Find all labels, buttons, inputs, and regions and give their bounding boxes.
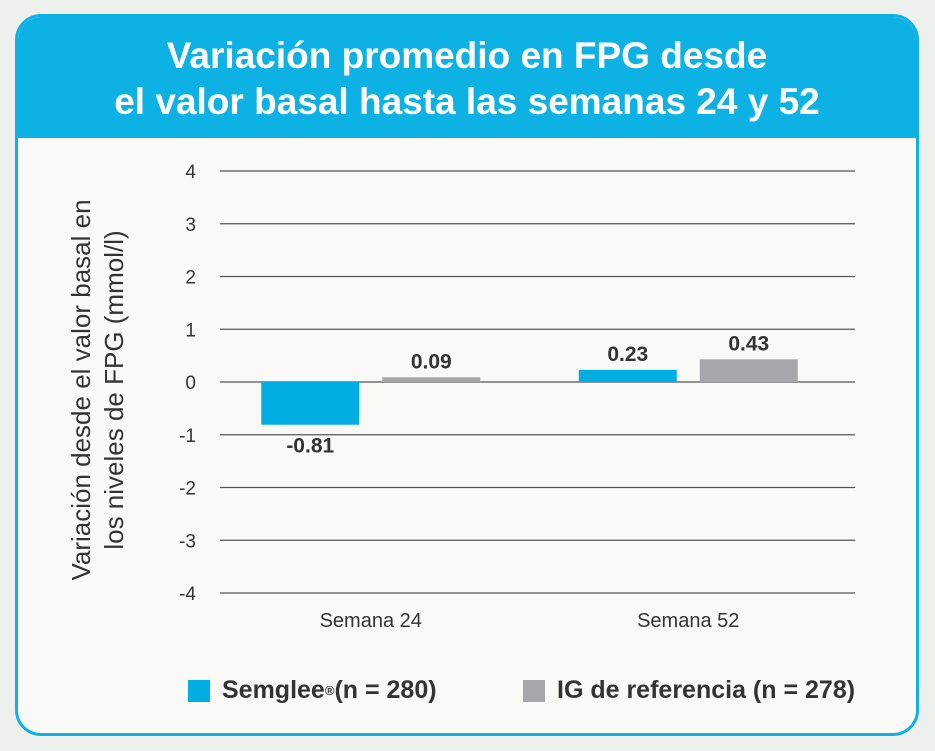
legend-swatch [523, 679, 545, 702]
y-tick-label: -2 [179, 479, 196, 500]
y-label-line: los niveles de FPG (mmol/l) [99, 230, 129, 550]
chart-title: Variación promedio en FPG desde el valor… [18, 17, 916, 138]
bar [382, 377, 481, 382]
data-label: 0.43 [728, 332, 769, 355]
bar [578, 369, 677, 382]
y-tick-label: -4 [179, 584, 196, 605]
legend-ig: IG de referencia (n = 278) [523, 676, 855, 705]
legend-swatch [188, 679, 210, 702]
legend-semglee: Semglee ® (n = 280) [188, 676, 437, 705]
y-axis-label: Variación desde el valor basal en los ni… [65, 155, 131, 625]
y-tick-label: 4 [185, 162, 196, 183]
y-tick-label: 3 [185, 215, 196, 236]
bar [699, 359, 798, 382]
x-tick-label: Semana 52 [637, 610, 739, 632]
data-label: 0.23 [607, 343, 648, 366]
registered-mark: ® [324, 683, 335, 698]
data-label: 0.09 [411, 350, 452, 373]
legend-n: (n = 280) [334, 676, 437, 704]
legend-label: Semglee [222, 676, 325, 704]
legend-label: IG de referencia (n = 278) [557, 676, 856, 704]
y-label-line: Variación desde el valor basal en [66, 199, 96, 581]
y-tick-label: -1 [179, 426, 196, 447]
y-tick-label: 2 [185, 268, 196, 289]
x-tick-label: Semana 24 [320, 610, 422, 632]
bar [261, 382, 360, 425]
y-tick-label: -3 [179, 531, 196, 552]
title-line: el valor basal hasta las semanas 24 y 52 [114, 81, 820, 122]
data-label: -0.81 [286, 435, 334, 458]
y-tick-label: 0 [185, 373, 196, 394]
title-line: Variación promedio en FPG desde [166, 35, 768, 76]
y-tick-label: 1 [185, 320, 196, 341]
